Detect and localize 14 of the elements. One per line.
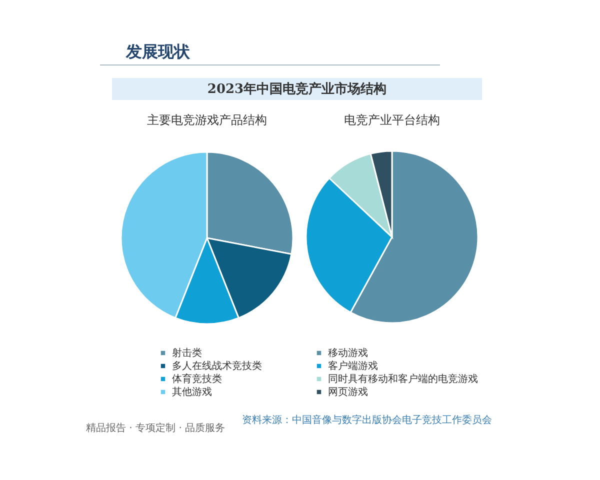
text: 2023年中国电竞产业市场结构 bbox=[207, 81, 387, 97]
legend-label: 同时具有移动和客户端的电竞游戏 bbox=[328, 373, 478, 385]
chart-title: 主要电竞游戏产品结构 bbox=[147, 113, 267, 127]
legend-label: 射击类 bbox=[172, 347, 202, 359]
text: 资料来源：中国音像与数字出版协会电子竞技工作委员会 bbox=[242, 414, 492, 426]
legend-label: 网页游戏 bbox=[328, 386, 368, 398]
text: 发展现状 bbox=[125, 42, 191, 61]
legend-label: 体育竞技类 bbox=[172, 373, 222, 385]
chart-title: 电竞产业平台结构 bbox=[344, 113, 440, 127]
legend-label: 其他游戏 bbox=[172, 386, 212, 398]
text: 精品报告 · 专项定制 · 品质服务 bbox=[86, 422, 226, 434]
legend-label: 客户端游戏 bbox=[328, 360, 378, 372]
legend-label: 移动游戏 bbox=[328, 347, 368, 359]
legend-label: 多人在线战术竞技类 bbox=[172, 360, 262, 372]
